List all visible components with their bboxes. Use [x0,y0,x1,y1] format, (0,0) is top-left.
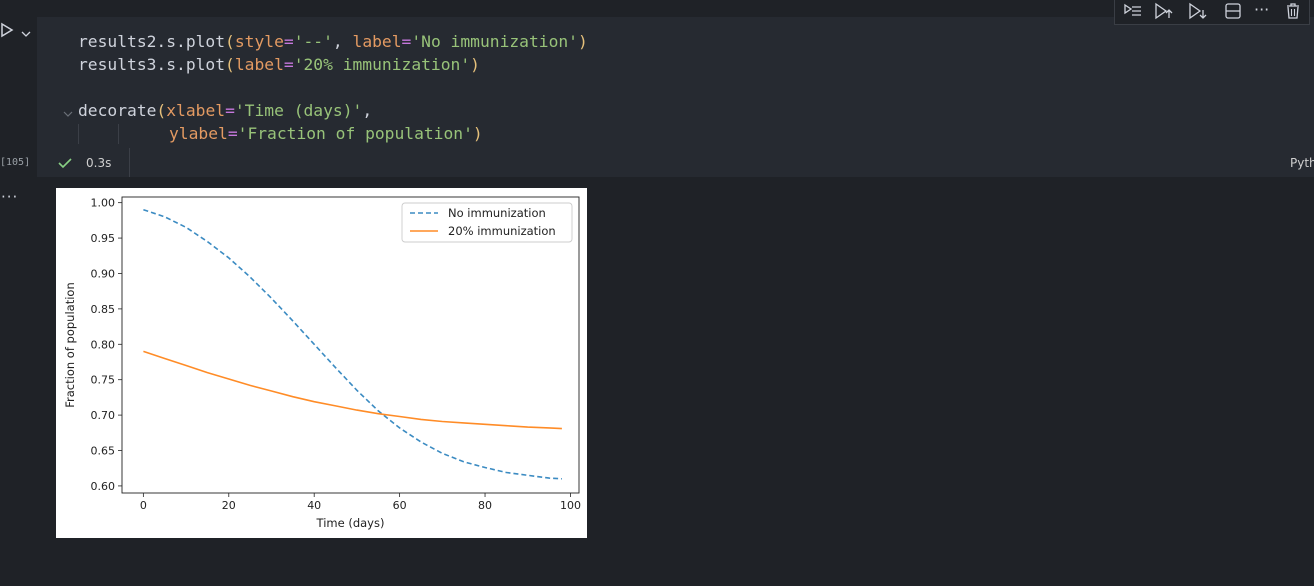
code-line-2[interactable]: results3.s.plot(label='20% immunization'… [78,54,480,76]
code-token: , [362,101,373,120]
fold-chevron-icon[interactable] [62,104,74,123]
y-tick-label: 0.85 [91,303,116,316]
code-token: '20% immunization' [293,55,471,74]
code-token: ) [577,32,588,51]
output-more-icon[interactable]: ··· [1,188,19,206]
code-token: ( [225,32,235,51]
code-line-1[interactable]: results2.s.plot(style='--', label='No im… [78,31,588,53]
code-token: , [332,32,353,51]
chart-legend: No immunization 20% immunization [401,202,573,243]
y-tick-label: 0.60 [91,480,116,493]
x-axis-label: Time (days) [316,516,385,530]
run-above-icon[interactable] [1154,2,1174,24]
legend-label: 20% immunization [448,224,556,238]
editor-top-bar [0,0,1314,17]
indent-guide [78,124,79,144]
chevron-down-icon[interactable] [20,24,32,43]
series-line-2 [143,350,562,430]
y-tick-label: 0.75 [91,374,116,387]
delete-icon[interactable] [1283,2,1303,24]
code-token: label [234,55,284,74]
y-tick-label: 0.95 [91,232,116,245]
cell-status-bar [37,148,1314,177]
code-token: ( [156,101,167,120]
y-tick-label: 0.70 [91,409,116,422]
cell-toolbar: ··· [1114,0,1310,25]
y-tick-label: 0.80 [91,338,116,351]
x-tick-label: 40 [307,499,321,512]
code-token: = [401,32,412,51]
code-token: 'No immunization' [411,32,578,51]
axes-frame [121,196,580,494]
code-token: = [283,55,294,74]
x-tick-label: 100 [560,499,581,512]
code-token: 'Fraction of population' [237,124,473,143]
code-token: ylabel [169,124,228,143]
x-tick-label: 60 [393,499,407,512]
code-token: ( [225,55,235,74]
split-cell-icon[interactable] [1223,2,1243,24]
indent-guide [118,124,119,144]
code-token: results3.s.plot [78,55,226,74]
run-cell-icon[interactable] [0,22,14,42]
code-token: '--' [293,32,333,51]
code-token: style [234,32,284,51]
execute-above-icon[interactable] [1123,2,1143,24]
line-chart: 0 20 40 60 80 100 0.60 0.65 0.70 0.75 0.80 0.85 0.90… [63,196,581,530]
legend-label: No immunization [448,206,546,220]
execution-count: [105] [0,157,31,168]
execution-time: 0.3s [86,156,112,170]
y-axis-label: Fraction of population [63,282,77,408]
divider [129,148,130,177]
code-token: 'Time (days)' [234,101,363,120]
code-token: ) [472,124,483,143]
check-icon [57,155,73,174]
y-tick-label: 0.90 [91,267,116,280]
code-token: ) [470,55,480,74]
y-tick-label: 0.65 [91,445,116,458]
legend-box [401,202,573,243]
code-token: results2.s.plot [78,32,226,51]
x-tick-label: 80 [478,499,492,512]
x-tick-label: 20 [222,499,236,512]
code-token: = [283,32,294,51]
code-token: = [225,101,235,120]
code-token: decorate [78,101,157,120]
x-tick-label: 0 [140,499,147,512]
series-line-1 [143,208,562,480]
code-line-4[interactable]: ylabel='Fraction of population') [169,123,483,145]
code-token: xlabel [166,101,226,120]
y-tick-label: 1.00 [91,197,116,210]
code-token: = [227,124,238,143]
code-cell[interactable] [37,17,1314,148]
kernel-language-label[interactable]: Python [1290,156,1314,170]
more-icon[interactable]: ··· [1254,0,1270,19]
output-plot: 0 20 40 60 80 100 0.60 0.65 0.70 0.75 0.80 0.85 0.90… [56,188,587,538]
run-below-icon[interactable] [1188,2,1208,24]
code-token: label [352,32,402,51]
code-line-3[interactable]: decorate(xlabel='Time (days)', [78,100,372,122]
